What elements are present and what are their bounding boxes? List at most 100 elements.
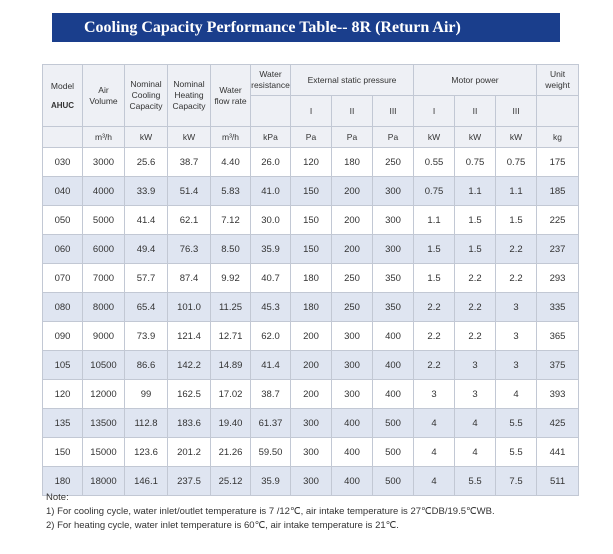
cell-motor-3: 0.75: [495, 147, 538, 177]
cell-cooling-capacity: 33.9: [124, 176, 168, 206]
cell-model: 180: [42, 466, 83, 496]
unit-esp-3: Pa: [371, 126, 415, 148]
notes: Note: 1) For cooling cycle, water inlet/…: [46, 491, 495, 533]
cell-model: 060: [42, 234, 83, 264]
motor-power-header: Motor power: [413, 64, 538, 96]
cell-heating-capacity: 87.4: [167, 263, 211, 293]
cell-air-volume: 7000: [82, 263, 125, 293]
cell-heating-capacity: 101.0: [167, 292, 211, 322]
table-row: 050 5000 41.4 62.1 7.12 30.0 150 200 300 1.1 1.5 1.…: [42, 205, 580, 235]
cell-heating-capacity: 62.1: [167, 205, 211, 235]
table-body: 030 3000 25.6 38.7 4.40 26.0 120 180 250 0.55 0.75…: [42, 147, 580, 496]
cell-heating-capacity: 201.2: [167, 437, 211, 467]
cell-heating-capacity: 38.7: [167, 147, 211, 177]
cell-heating-capacity: 162.5: [167, 379, 211, 409]
cell-motor-2: 5.5: [454, 466, 497, 496]
cell-cooling-capacity: 99: [124, 379, 168, 409]
cell-motor-1: 1.5: [413, 263, 456, 293]
cell-motor-2: 3: [454, 350, 497, 380]
cell-esp-1: 150: [290, 205, 332, 235]
cell-motor-3: 3: [495, 350, 538, 380]
cell-cooling-capacity: 86.6: [124, 350, 168, 380]
cell-esp-3: 500: [371, 437, 415, 467]
cell-heating-capacity: 237.5: [167, 466, 211, 496]
cell-motor-2: 2.2: [454, 292, 497, 322]
unit-heating: kW: [167, 126, 211, 148]
model-series-label: AHUC: [50, 100, 75, 110]
cell-unit-weight: 393: [536, 379, 580, 409]
cell-heating-capacity: 51.4: [167, 176, 211, 206]
cell-unit-weight: 375: [536, 350, 580, 380]
cell-esp-3: 250: [371, 147, 415, 177]
cell-unit-weight: 175: [536, 147, 580, 177]
cell-esp-1: 150: [290, 234, 332, 264]
cell-motor-1: 4: [413, 408, 456, 438]
esp-header: External static pressure: [289, 64, 415, 96]
cell-water-resistance: 41.0: [250, 176, 291, 206]
cell-motor-1: 0.75: [413, 176, 456, 206]
motor-speed-3: III: [495, 95, 538, 127]
cell-motor-3: 5.5: [495, 408, 538, 438]
unit-esp-1: Pa: [290, 126, 332, 148]
cell-esp-2: 300: [331, 350, 373, 380]
cell-motor-1: 3: [413, 379, 456, 409]
cell-esp-2: 200: [331, 234, 373, 264]
cell-water-resistance: 41.4: [250, 350, 291, 380]
cell-air-volume: 15000: [82, 437, 125, 467]
table-row: 030 3000 25.6 38.7 4.40 26.0 120 180 250 0.55 0.75…: [42, 147, 580, 177]
cell-esp-2: 250: [331, 292, 373, 322]
cell-motor-2: 4: [454, 437, 497, 467]
cell-unit-weight: 185: [536, 176, 580, 206]
model-header: Model AHUC: [42, 64, 83, 127]
cell-cooling-capacity: 123.6: [124, 437, 168, 467]
cell-esp-3: 500: [371, 466, 415, 496]
cell-motor-3: 4: [495, 379, 538, 409]
cell-model: 105: [42, 350, 83, 380]
cell-water-flow: 17.02: [210, 379, 251, 409]
note-cooling: 1) For cooling cycle, water inlet/outlet…: [46, 506, 495, 517]
cell-motor-1: 0.55: [413, 147, 456, 177]
cell-water-flow: 14.89: [210, 350, 251, 380]
model-unit-blank: [42, 126, 83, 148]
cell-unit-weight: 237: [536, 234, 580, 264]
cell-esp-2: 400: [331, 466, 373, 496]
cell-motor-3: 3: [495, 292, 538, 322]
cell-unit-weight: 293: [536, 263, 580, 293]
performance-table: Model AHUC Air Volume Nominal Cooling Ca…: [42, 64, 580, 496]
cell-unit-weight: 365: [536, 321, 580, 351]
cell-motor-2: 4: [454, 408, 497, 438]
cell-unit-weight: 335: [536, 292, 580, 322]
cell-air-volume: 10500: [82, 350, 125, 380]
cell-motor-3: 2.2: [495, 263, 538, 293]
cell-water-flow: 21.26: [210, 437, 251, 467]
esp-speed-2: II: [331, 95, 373, 127]
cell-unit-weight: 511: [536, 466, 580, 496]
cell-esp-1: 300: [290, 466, 332, 496]
table-row: 135 13500 112.8 183.6 19.40 61.37 300 400 500 4 4 5…: [42, 408, 580, 438]
unit-water-flow: m³/h: [210, 126, 251, 148]
cell-unit-weight: 425: [536, 408, 580, 438]
cell-model: 090: [42, 321, 83, 351]
cell-water-flow: 7.12: [210, 205, 251, 235]
cell-esp-1: 200: [290, 350, 332, 380]
cell-motor-3: 1.1: [495, 176, 538, 206]
cell-cooling-capacity: 73.9: [124, 321, 168, 351]
nominal-cooling-header: Nominal Cooling Capacity: [124, 64, 168, 127]
table-row: 120 12000 99 162.5 17.02 38.7 200 300 400 3 3 4 393: [42, 379, 580, 409]
cell-model: 070: [42, 263, 83, 293]
cell-water-flow: 25.12: [210, 466, 251, 496]
cell-water-flow: 5.83: [210, 176, 251, 206]
model-label: Model: [50, 80, 75, 91]
unit-motor-3: kW: [495, 126, 538, 148]
cell-cooling-capacity: 25.6: [124, 147, 168, 177]
cell-model: 050: [42, 205, 83, 235]
cell-model: 030: [42, 147, 83, 177]
cell-motor-2: 0.75: [454, 147, 497, 177]
cell-water-flow: 9.92: [210, 263, 251, 293]
cell-water-resistance: 26.0: [250, 147, 291, 177]
cell-water-flow: 12.71: [210, 321, 251, 351]
cell-air-volume: 13500: [82, 408, 125, 438]
cell-motor-3: 7.5: [495, 466, 538, 496]
cell-air-volume: 4000: [82, 176, 125, 206]
cell-esp-1: 200: [290, 321, 332, 351]
